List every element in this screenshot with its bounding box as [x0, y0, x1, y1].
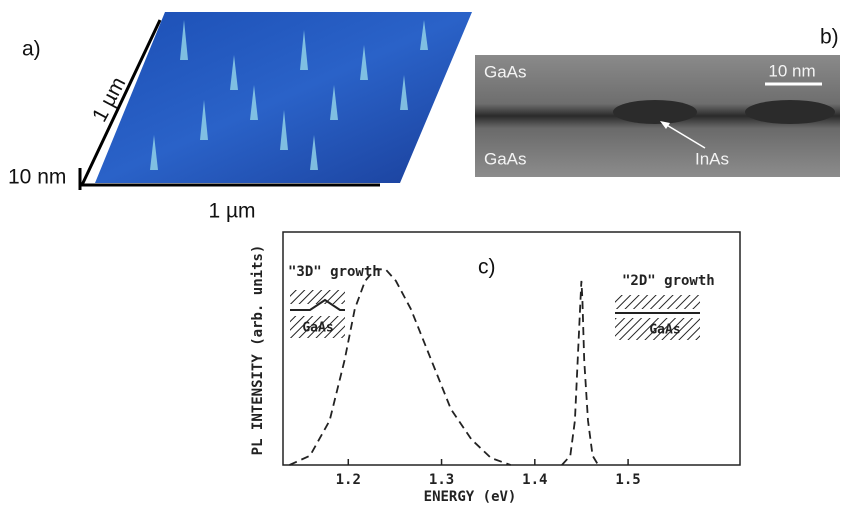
x-tick-label: 1.3 — [429, 472, 454, 488]
material-label: InAs — [695, 149, 729, 168]
scale-label: 1 µm — [208, 200, 255, 223]
panel-label: b) — [820, 26, 839, 49]
page: {"panels": { "a": {"label": "a)", "side_… — [0, 0, 857, 509]
x-tick-label: 1.5 — [615, 472, 640, 488]
x-tick-label: 1.2 — [336, 472, 361, 488]
x-tick-label: 1.4 — [522, 472, 547, 488]
annotation: GaAs — [649, 323, 680, 338]
material-label: GaAs — [484, 149, 527, 168]
x-axis-label: ENERGY (eV) — [424, 489, 517, 505]
figure: a) 1 µm 10 nm 1 µm b) GaAs GaAs 10 nm In… — [0, 0, 857, 509]
scale-label: 10 nm — [8, 166, 66, 189]
panel-label: a) — [22, 38, 41, 61]
material-label: GaAs — [484, 62, 527, 81]
panel-label: c) — [478, 256, 496, 279]
annotation: GaAs — [302, 321, 333, 336]
scale-label: 10 nm — [768, 61, 815, 80]
y-axis-label: PL INTENSITY (arb. units) — [250, 245, 266, 456]
annotation: "2D" growth — [622, 273, 715, 289]
hatch-layer — [290, 290, 345, 304]
hatch-layer — [615, 295, 700, 309]
